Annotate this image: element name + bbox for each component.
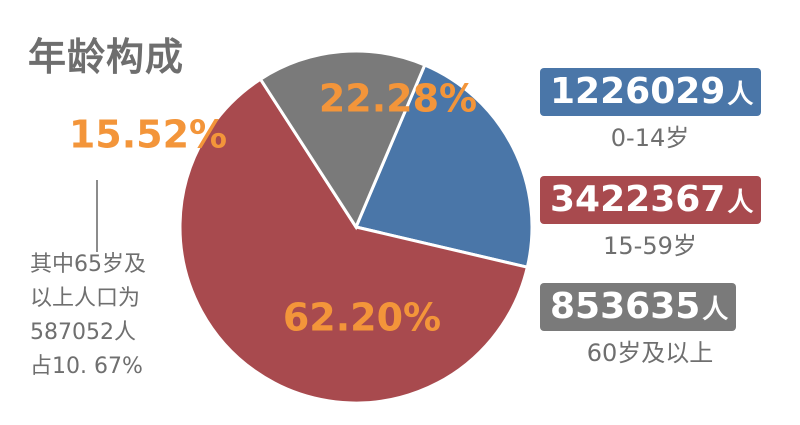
side-note: 其中65岁及 以上人口为 587052人 占10. 67% xyxy=(30,248,205,384)
legend-item-15-59: 3422367人 15-59岁 xyxy=(540,176,762,261)
legend-count: 3422367 xyxy=(550,179,726,220)
legend-item-60-plus: 853635人 60岁及以上 xyxy=(540,283,760,368)
legend-count: 1226029 xyxy=(550,71,726,112)
legend-count-badge: 1226029人 xyxy=(540,68,762,116)
pie-slice-label: 62.20% xyxy=(283,296,441,340)
legend-count-badge: 853635人 xyxy=(540,283,737,331)
side-note-line: 以上人口为 xyxy=(30,286,141,311)
pie-slice xyxy=(353,63,534,270)
pie-slice xyxy=(178,77,530,405)
side-note-line: 其中65岁及 xyxy=(30,252,146,277)
legend-count-badge: 3422367人 xyxy=(540,176,762,224)
legend-unit: 人 xyxy=(702,295,729,325)
side-note-line: 占10. 67% xyxy=(30,354,143,379)
legend-count: 853635 xyxy=(550,286,701,327)
pie-slice-label: 22.28% xyxy=(319,77,477,121)
pie-slice-label: 15.52% xyxy=(69,113,227,157)
pie-slice xyxy=(258,49,427,231)
legend-caption: 15-59岁 xyxy=(603,232,697,260)
legend-item-0-14: 1226029人 0-14岁 xyxy=(540,68,762,153)
legend-unit: 人 xyxy=(727,188,754,218)
side-note-line: 587052人 xyxy=(30,320,136,345)
chart-title: 年龄构成 xyxy=(28,35,185,79)
legend-caption: 60岁及以上 xyxy=(586,339,714,367)
legend-caption: 0-14岁 xyxy=(610,124,690,152)
legend-unit: 人 xyxy=(727,80,754,110)
